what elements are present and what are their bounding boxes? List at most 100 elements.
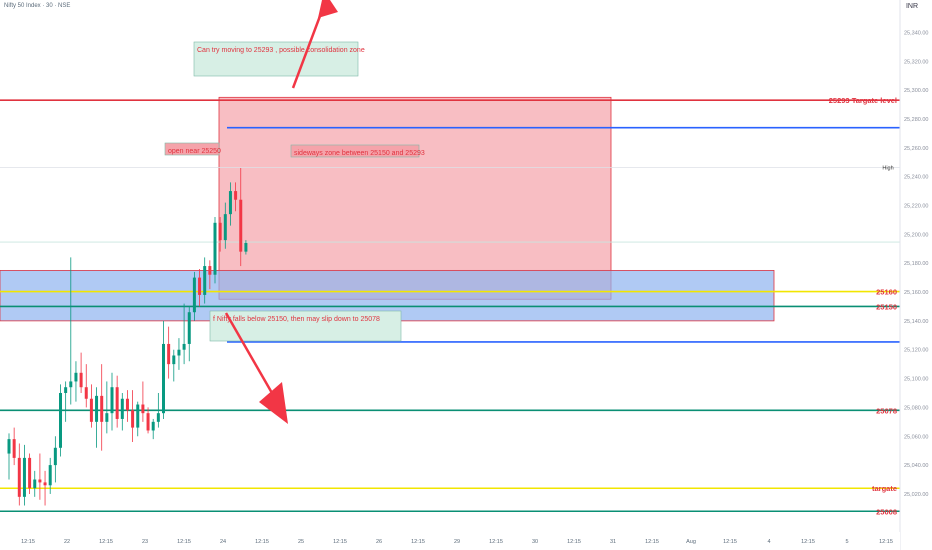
y-tick-label: 25,140.00 (904, 319, 928, 325)
x-tick-label: 12:15 (21, 539, 35, 545)
y-tick-label: 25,060.00 (904, 434, 928, 440)
price-axis-bg (900, 0, 932, 550)
high-label: High (882, 166, 893, 172)
candle-body (192, 277, 196, 313)
annotation-text: open near 25250 (168, 148, 221, 155)
annotation-text: Can try moving to 25293 , possible conso… (197, 47, 365, 54)
candle-body (22, 457, 26, 497)
candle-body (7, 439, 11, 454)
candle-body (79, 372, 83, 388)
candle-body (223, 214, 227, 241)
y-tick-label: 25,160.00 (904, 290, 928, 296)
x-tick-label: 12:15 (99, 539, 113, 545)
level-label: 25150 (876, 302, 897, 311)
candle-body (177, 349, 181, 356)
x-tick-label: 12:15 (723, 539, 737, 545)
x-tick-label: 30 (532, 539, 538, 545)
x-tick-label: 12:15 (645, 539, 659, 545)
candle-body (84, 387, 88, 399)
zones (0, 96, 775, 322)
candle-body (182, 343, 186, 350)
sideways-zone (218, 96, 612, 300)
up-arrow-head (318, 0, 338, 18)
candle-body (125, 398, 129, 411)
candle-body (105, 413, 109, 422)
annotation-box (209, 310, 402, 342)
y-tick-label: 25,100.00 (904, 377, 928, 383)
x-tick-label: 25 (298, 539, 304, 545)
candle-body (136, 404, 140, 428)
level-label: 25293 Targate level (829, 96, 897, 105)
symbol-title: Nifty 50 Index · 30 · NSE (4, 3, 71, 9)
candle-body (64, 387, 68, 393)
x-tick-label: 12:15 (177, 539, 191, 545)
y-tick-label: 25,340.00 (904, 30, 928, 36)
y-tick-label: 25,020.00 (904, 492, 928, 498)
currency-label: INR (905, 3, 918, 10)
x-tick-label: 26 (376, 539, 382, 545)
candle-body (218, 222, 222, 241)
level-label: targate (872, 484, 897, 493)
arrows (224, 0, 338, 424)
x-tick-label: 24 (220, 539, 226, 545)
x-tick-label: 12:15 (411, 539, 425, 545)
candle-body (100, 395, 104, 422)
y-tick-label: 25,180.00 (904, 261, 928, 267)
y-tick-label: 25,240.00 (904, 175, 928, 181)
level-label: 25078 (876, 406, 897, 415)
candle-body (213, 222, 217, 275)
x-tick-label: 12:15 (333, 539, 347, 545)
candle-body (146, 413, 150, 431)
time-axis-bg (0, 532, 900, 550)
candle-body (162, 343, 165, 414)
candle-body (141, 404, 145, 414)
annotation-text: f Nifty falls below 25150, then may slip… (213, 316, 380, 323)
x-tick-label: 29 (454, 539, 460, 545)
candle-body (239, 199, 243, 252)
annotation-box (164, 142, 220, 156)
level-label: 25160 (876, 288, 897, 297)
candle-body (234, 191, 238, 200)
down-arrow-shaft (224, 312, 278, 401)
x-tick-label: 4 (767, 539, 770, 545)
down-arrow-head (259, 382, 288, 424)
candle-body (38, 479, 42, 483)
annotation-text: sideways zone between 25150 and 25293 (294, 150, 425, 157)
candle-body (110, 387, 114, 414)
candle-body (228, 191, 232, 215)
candle-body (156, 413, 160, 422)
level-label: 25008 (876, 507, 897, 516)
y-tick-label: 25,300.00 (904, 88, 928, 94)
y-tick-label: 25,260.00 (904, 146, 928, 152)
candle-body (69, 381, 73, 388)
annotations: Can try moving to 25293 , possible conso… (164, 41, 425, 342)
price-axis: 25,340.00 25,320.00 25,300.00 25,280.00 25,2… (899, 0, 932, 550)
y-tick-label: 25,320.00 (904, 59, 928, 65)
y-tick-label: 25,120.00 (904, 348, 928, 354)
candle-body (74, 372, 78, 382)
annotation-box (193, 41, 359, 77)
candle-body (43, 482, 47, 486)
candles (7, 167, 248, 506)
x-tick-label: 23 (142, 539, 148, 545)
x-tick-label: 12:15 (567, 539, 581, 545)
y-tick-label: 25,220.00 (904, 203, 928, 209)
candle-body (115, 387, 119, 419)
candle-body (198, 277, 202, 295)
y-tick-label: 25,080.00 (904, 405, 928, 411)
x-tick-label: 5 (845, 539, 848, 545)
annotation-box (290, 144, 420, 158)
time-axis: 12:15 22 12:15 23 12:15 24 12:15 25 12:15 26 12:15… (0, 532, 900, 550)
x-tick-label: 12:15 (489, 539, 503, 545)
candle-body (131, 410, 135, 428)
candle-body (48, 465, 52, 486)
candle-body (28, 457, 32, 489)
y-tick-label: 25,280.00 (904, 117, 928, 123)
x-tick-label: 12:15 (255, 539, 269, 545)
candle-body (120, 398, 124, 419)
candle-body (244, 242, 248, 252)
candle-body (33, 479, 37, 489)
candle-body (187, 312, 191, 344)
candle-body (53, 447, 57, 466)
